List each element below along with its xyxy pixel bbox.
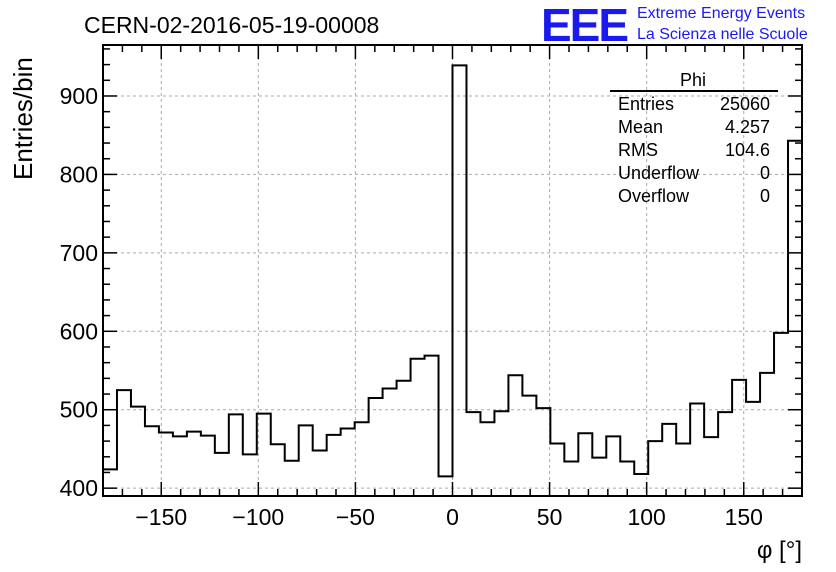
x-tick-label: −50 [336, 504, 375, 530]
stats-value-mean: 4.257 [725, 117, 770, 137]
chart-title: CERN-02-2016-05-19-00008 [84, 12, 379, 38]
x-tick-label: 150 [725, 504, 763, 530]
eee-logo-mark: EEE [541, 0, 627, 51]
histogram-outline [103, 64, 803, 496]
stats-label-mean: Mean [618, 117, 663, 137]
stats-value-overflow: 0 [760, 186, 770, 206]
stats-label-underflow: Underflow [618, 163, 700, 183]
logo-line-1: Extreme Energy Events [637, 5, 805, 22]
y-tick-label: 800 [60, 161, 98, 187]
y-tick-label: 500 [60, 397, 98, 423]
logo-line-2: La Scienza nelle Scuole [637, 26, 808, 43]
stats-value-entries: 25060 [720, 94, 770, 114]
stats-title: Phi [680, 70, 706, 90]
stats-label-entries: Entries [618, 94, 674, 114]
x-tick-label: 50 [537, 504, 563, 530]
x-tick-label: 100 [627, 504, 665, 530]
axis-ticks [102, 45, 803, 496]
plot-frame [102, 44, 803, 497]
x-tick-labels: −150 −100 −50 0 50 100 150 [135, 504, 763, 530]
stats-label-overflow: Overflow [618, 186, 690, 206]
x-tick-label: 0 [446, 504, 459, 530]
y-tick-label: 600 [60, 318, 98, 344]
y-tick-labels: 400 500 600 700 800 900 [60, 83, 98, 501]
stats-label-rms: RMS [618, 140, 658, 160]
x-tick-label: −100 [232, 504, 284, 530]
y-axis-label: Entries/bin [8, 57, 38, 180]
stats-value-rms: 104.6 [725, 140, 770, 160]
stats-box: Phi Entries 25060 Mean 4.257 RMS 104.6 U… [610, 70, 778, 206]
y-tick-label: 400 [60, 475, 98, 501]
x-axis-label: φ [°] [757, 537, 802, 564]
x-tick-label: −150 [135, 504, 187, 530]
y-tick-label: 700 [60, 240, 98, 266]
y-tick-label: 900 [60, 83, 98, 109]
stats-value-underflow: 0 [760, 163, 770, 183]
